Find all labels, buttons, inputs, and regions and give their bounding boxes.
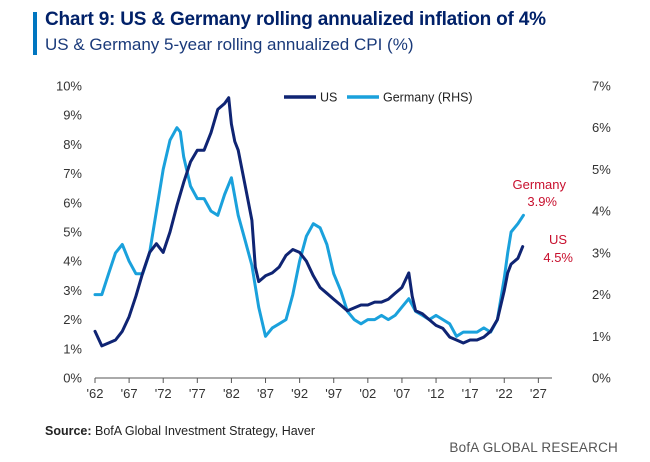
y-right-tick-label: 6%: [592, 120, 611, 135]
annotation-germany-label: Germany: [513, 177, 567, 192]
x-tick-label: '72: [155, 386, 172, 401]
legend-germany-label: Germany (RHS): [383, 91, 473, 105]
x-tick-label: '97: [325, 386, 342, 401]
source-note: Source: BofA Global Investment Strategy,…: [45, 424, 315, 438]
annotation-germany-value: 3.9%: [527, 194, 557, 209]
y-left-tick-label: 3%: [63, 283, 82, 298]
y-left-tick-label: 10%: [56, 79, 82, 94]
y-left-tick-label: 4%: [63, 254, 82, 269]
y-left-tick-label: 6%: [63, 195, 82, 210]
series-germany-line: [93, 126, 525, 338]
annotation-us-label: US: [549, 232, 567, 247]
y-right-tick-label: 5%: [592, 162, 611, 177]
x-tick-label: '12: [428, 386, 445, 401]
y-right-tick-label: 3%: [592, 245, 611, 260]
source-text: BofA Global Investment Strategy, Haver: [91, 424, 316, 438]
series-us-line: [93, 96, 525, 348]
chart-title: Chart 9: US & Germany rolling annualized…: [45, 9, 546, 30]
x-tick-label: '27: [530, 386, 547, 401]
y-left-tick-label: 8%: [63, 137, 82, 152]
y-left-tick-label: 5%: [63, 225, 82, 240]
x-tick-label: '82: [223, 386, 240, 401]
y-right-tick-label: 0%: [592, 371, 611, 386]
x-tick-label: '92: [291, 386, 308, 401]
x-tick-label: '77: [189, 386, 206, 401]
y-left-tick-label: 2%: [63, 312, 82, 327]
x-tick-label: '67: [121, 386, 138, 401]
annotation-us-value: 4.5%: [543, 250, 573, 265]
source-prefix: Source:: [45, 424, 92, 438]
x-tick-label: '17: [462, 386, 479, 401]
x-tick-label: '07: [393, 386, 410, 401]
x-tick-label: '87: [257, 386, 274, 401]
x-tick-label: '22: [496, 386, 513, 401]
y-left-tick-label: 7%: [63, 166, 82, 181]
chart-subtitle: US & Germany 5-year rolling annualized C…: [45, 35, 414, 54]
y-left-tick-label: 1%: [63, 341, 82, 356]
y-left-tick-label: 9%: [63, 108, 82, 123]
legend-us-label: US: [320, 91, 337, 105]
y-right-tick-label: 1%: [592, 329, 611, 344]
y-right-tick-label: 4%: [592, 204, 611, 219]
y-left-tick-label: 0%: [63, 371, 82, 386]
title-accent-bar: [33, 12, 37, 55]
y-right-tick-label: 2%: [592, 287, 611, 302]
x-tick-label: '62: [87, 386, 104, 401]
x-tick-label: '02: [359, 386, 376, 401]
brand-footer: BofA GLOBAL RESEARCH: [449, 440, 618, 455]
y-right-tick-label: 7%: [592, 79, 611, 94]
